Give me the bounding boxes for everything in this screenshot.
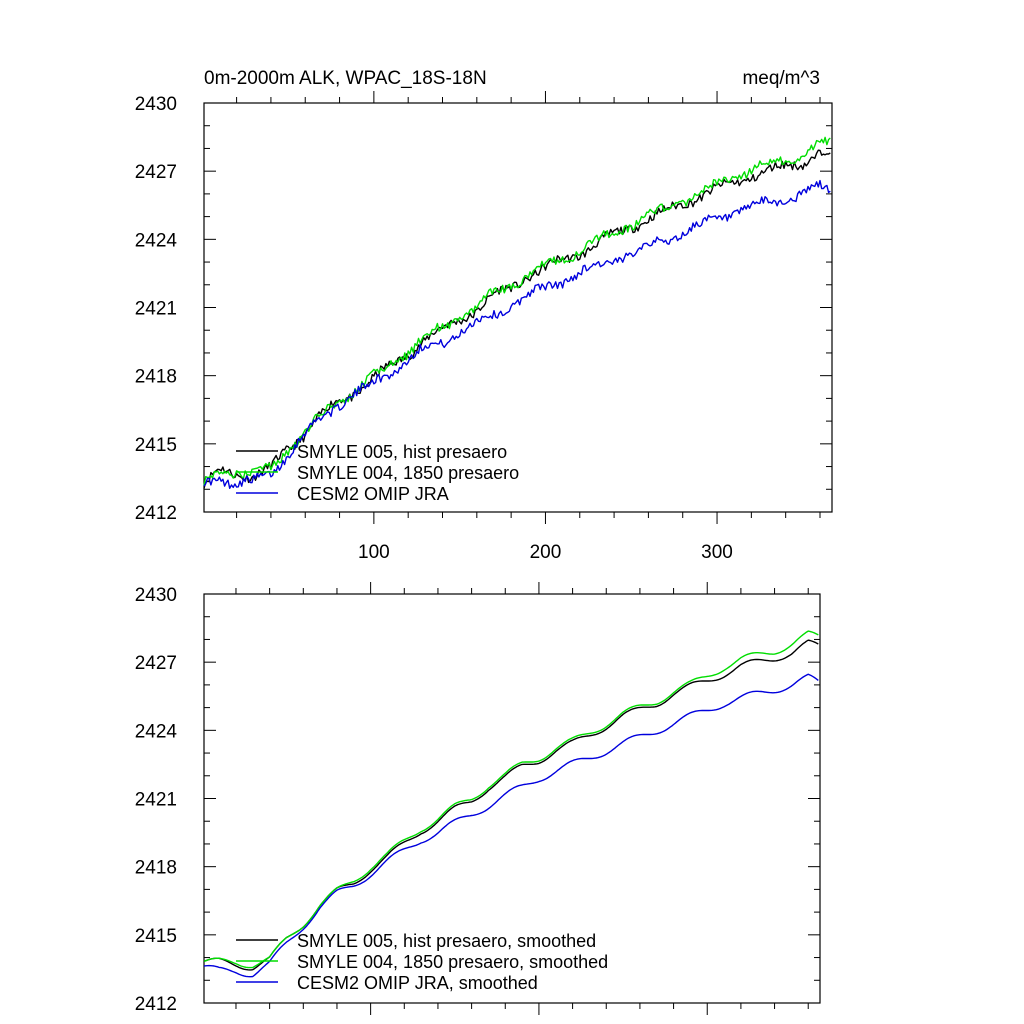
x-tick-label: 200 — [530, 542, 562, 563]
y-tick-label: 2412 — [135, 994, 177, 1015]
y-tick-label: 2418 — [135, 858, 177, 879]
legend-label: CESM2 OMIP JRA — [297, 484, 449, 504]
bottom-panel: 2412 2415 2418 2421 2424 2427 2430 SMYLE 005, h… — [135, 582, 821, 1015]
series-line — [203, 630, 819, 969]
y-tick-label: 2421 — [135, 790, 177, 811]
legend-label: SMYLE 005, hist presaero — [297, 442, 507, 462]
legend-label: SMYLE 004, 1850 presaero — [297, 463, 519, 483]
y-tick-label: 2427 — [135, 653, 177, 674]
y-tick-label: 2421 — [135, 299, 177, 320]
series-line — [203, 136, 831, 486]
series-line — [203, 149, 831, 489]
series-line — [203, 639, 819, 971]
y-tick-label: 2415 — [135, 435, 177, 456]
chart-title: 0m-2000m ALK, WPAC_18S-18N — [204, 68, 487, 89]
y-tick-label: 2424 — [135, 230, 178, 251]
series-line — [203, 673, 819, 978]
y-tick-label: 2430 — [135, 585, 177, 606]
y-tick-label: 2412 — [135, 503, 177, 524]
series-line — [203, 179, 831, 489]
y-tick-label: 2418 — [135, 367, 177, 388]
legend-label: SMYLE 004, 1850 presaero, smoothed — [297, 952, 608, 972]
legend-label: CESM2 OMIP JRA, smoothed — [297, 973, 538, 993]
y-tick-label: 2424 — [135, 721, 178, 742]
y-tick-label: 2427 — [135, 162, 177, 183]
y-tick-label: 2415 — [135, 926, 177, 947]
legend-label: SMYLE 005, hist presaero, smoothed — [297, 931, 596, 951]
top-panel: 0m-2000m ALK, WPAC_18S-18N meq/m^3 2412 2… — [135, 68, 833, 563]
x-tick-label: 100 — [358, 542, 390, 563]
units-label: meq/m^3 — [742, 68, 820, 89]
x-tick-label: 300 — [701, 542, 733, 563]
y-tick-label: 2430 — [135, 94, 177, 115]
